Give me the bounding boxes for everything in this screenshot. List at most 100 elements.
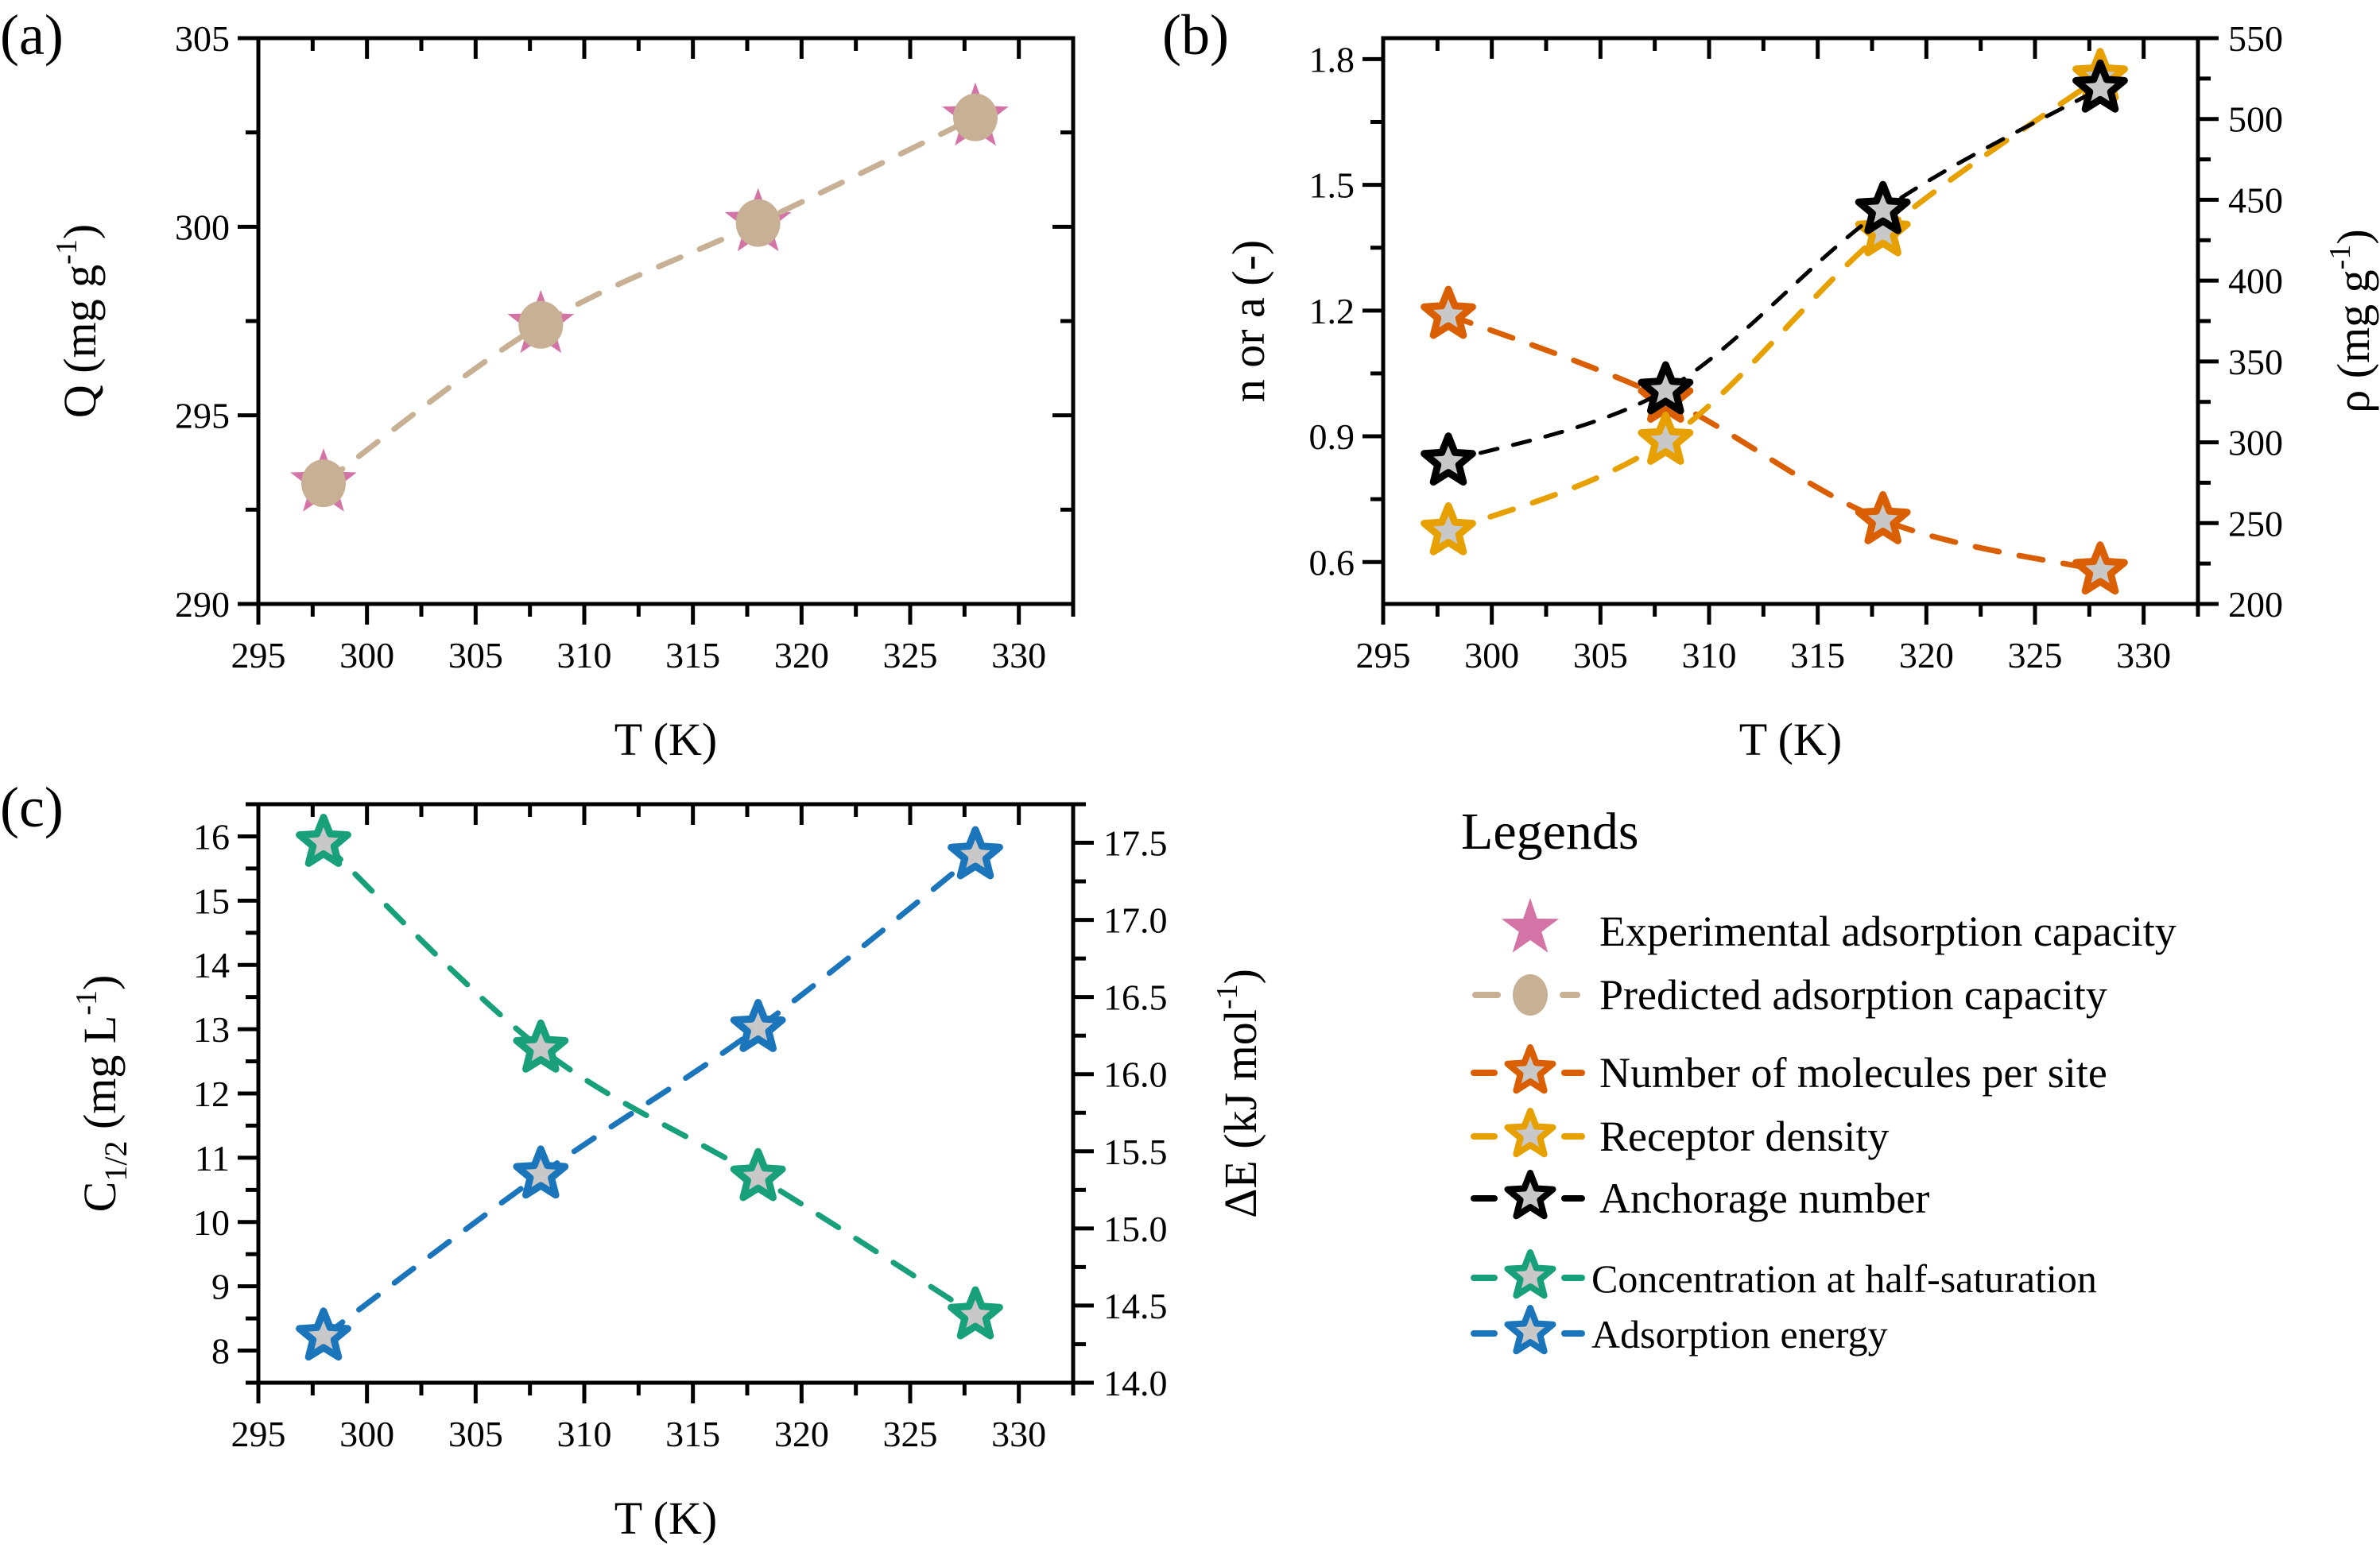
x-tick-label: 300 bbox=[339, 635, 394, 675]
series-line-predicted bbox=[320, 114, 979, 486]
y-tick-label: 11 bbox=[195, 1138, 230, 1179]
x-tick-label: 305 bbox=[1573, 635, 1628, 675]
series-line-c_half bbox=[320, 840, 979, 1318]
data-point-c_half bbox=[730, 1148, 786, 1202]
y-tick-label: 295 bbox=[175, 396, 230, 436]
y-right-tick-label: 14.5 bbox=[1103, 1286, 1168, 1326]
y-tick-label: 1.8 bbox=[1309, 39, 1355, 79]
data-point-anchorage bbox=[1421, 432, 1476, 486]
y-tick-label: 12 bbox=[193, 1074, 230, 1114]
legend-label: Adsorption energy bbox=[1591, 1312, 1888, 1357]
y-tick-label: 10 bbox=[193, 1202, 230, 1243]
x-tick-label: 310 bbox=[557, 635, 612, 675]
y-right-tick-label: 400 bbox=[2228, 261, 2283, 301]
plot-frame bbox=[256, 36, 1076, 606]
legend-item: Predicted adsorption capacity bbox=[1472, 971, 2107, 1019]
panel-c-chart: 295 300 305 310 315 320 325 330 T (K) 8 9 10 11 12 13 1… bbox=[70, 802, 1266, 1544]
data-point-n bbox=[2072, 541, 2128, 595]
data-point-rho bbox=[1855, 203, 1911, 257]
legend-label: Number of molecules per site bbox=[1599, 1049, 2107, 1097]
y-right-tick-label: 15.5 bbox=[1103, 1132, 1168, 1172]
legend-star-icon bbox=[1504, 1305, 1556, 1355]
legend-label: Predicted adsorption capacity bbox=[1599, 971, 2107, 1019]
legend-circle-icon bbox=[1513, 974, 1548, 1016]
y-right-tick-label: 250 bbox=[2228, 503, 2283, 544]
y-tick-label: 290 bbox=[175, 584, 230, 625]
data-point-predicted bbox=[735, 199, 781, 247]
data-point-delta_e bbox=[296, 1307, 351, 1361]
legend-star-icon bbox=[1504, 1170, 1556, 1220]
x-tick-label: 330 bbox=[991, 635, 1046, 675]
y-right-tick-label: 550 bbox=[2228, 18, 2283, 59]
data-point-c_half bbox=[513, 1019, 569, 1073]
x-tick-label: 295 bbox=[231, 1414, 286, 1454]
x-tick-label: 320 bbox=[774, 1414, 829, 1454]
y-right-tick-label: 16.0 bbox=[1103, 1055, 1168, 1095]
series-line-anchorage bbox=[1446, 86, 2103, 464]
x-tick-label: 300 bbox=[339, 1414, 394, 1454]
x-tick-label: 315 bbox=[665, 1414, 720, 1454]
legend-label: Concentration at half-saturation bbox=[1591, 1256, 2097, 1301]
x-tick-label: 295 bbox=[231, 635, 286, 675]
data-point-rho bbox=[1638, 412, 1694, 465]
y-right-tick-label: 14.0 bbox=[1103, 1363, 1168, 1403]
y-right-tick-label: 500 bbox=[2228, 99, 2283, 140]
x-tick-label: 305 bbox=[448, 635, 503, 675]
y-tick-label: 305 bbox=[175, 18, 230, 59]
x-tick-label: 315 bbox=[665, 635, 720, 675]
x-tick-label: 305 bbox=[448, 1414, 503, 1454]
data-point-c_half bbox=[948, 1286, 1003, 1340]
data-point-rho bbox=[1421, 502, 1476, 555]
x-tick-label: 320 bbox=[1899, 635, 1954, 675]
y-tick-label: 14 bbox=[193, 945, 230, 985]
legend-item: Concentration at half-saturation bbox=[1471, 1249, 2097, 1301]
y-right-tick-label: 200 bbox=[2228, 584, 2283, 625]
x-tick-label: 310 bbox=[557, 1414, 612, 1454]
y-axis-title: C1/2 (mg L-1) bbox=[70, 975, 134, 1213]
panel-label-c: (c) bbox=[0, 776, 64, 839]
y-tick-label: 1.5 bbox=[1309, 165, 1355, 206]
y-tick-label: 8 bbox=[211, 1331, 230, 1372]
legend-item: Number of molecules per site bbox=[1471, 1044, 2107, 1097]
y-tick-label: 1.2 bbox=[1309, 291, 1355, 331]
x-axis-title: T (K) bbox=[614, 714, 717, 765]
data-point-delta_e bbox=[948, 826, 1003, 880]
y-tick-label: 13 bbox=[193, 1009, 230, 1050]
data-point-n bbox=[1855, 491, 1911, 544]
y-right-tick-label: 350 bbox=[2228, 342, 2283, 382]
data-point-delta_e bbox=[730, 999, 786, 1052]
x-axis-title: T (K) bbox=[614, 1492, 717, 1544]
y-tick-label: 300 bbox=[175, 207, 230, 247]
y-right-tick-label: 17.5 bbox=[1103, 823, 1168, 864]
legend-star-icon bbox=[1504, 1108, 1556, 1158]
legend: Legends Experimental adsorption capacity… bbox=[1461, 803, 2176, 1357]
legend-label: Anchorage number bbox=[1599, 1175, 1929, 1222]
y-tick-label: 0.9 bbox=[1309, 416, 1355, 457]
data-point-anchorage bbox=[1638, 361, 1694, 415]
data-point-delta_e bbox=[513, 1145, 569, 1199]
y-right-tick-label: 15.0 bbox=[1103, 1209, 1168, 1249]
x-tick-label: 315 bbox=[1790, 635, 1845, 675]
legend-label: Receptor density bbox=[1599, 1113, 1889, 1160]
data-point-anchorage bbox=[1855, 180, 1911, 234]
y-tick-label: 15 bbox=[193, 880, 230, 921]
series-line-n bbox=[1445, 312, 2103, 574]
x-tick-label: 320 bbox=[774, 635, 829, 675]
x-tick-label: 325 bbox=[883, 635, 938, 675]
legend-item: Anchorage number bbox=[1471, 1170, 1929, 1222]
x-tick-label: 300 bbox=[1464, 635, 1519, 675]
x-tick-label: 330 bbox=[991, 1414, 1046, 1454]
legend-star-icon bbox=[1504, 1044, 1556, 1094]
y-tick-label: 16 bbox=[193, 816, 230, 857]
legend-item: Experimental adsorption capacity bbox=[1501, 898, 2176, 955]
data-point-c_half bbox=[296, 814, 351, 867]
y-axis-title: n or a (-) bbox=[1223, 240, 1274, 403]
y-tick-label: 0.6 bbox=[1309, 542, 1355, 582]
x-tick-label: 325 bbox=[2008, 635, 2063, 675]
legend-item: Receptor density bbox=[1471, 1108, 1889, 1160]
x-axis-title: T (K) bbox=[1739, 714, 1842, 765]
y-axis-title: Q (mg g-1) bbox=[50, 224, 106, 418]
y-right-tick-label: 17.0 bbox=[1103, 900, 1168, 941]
